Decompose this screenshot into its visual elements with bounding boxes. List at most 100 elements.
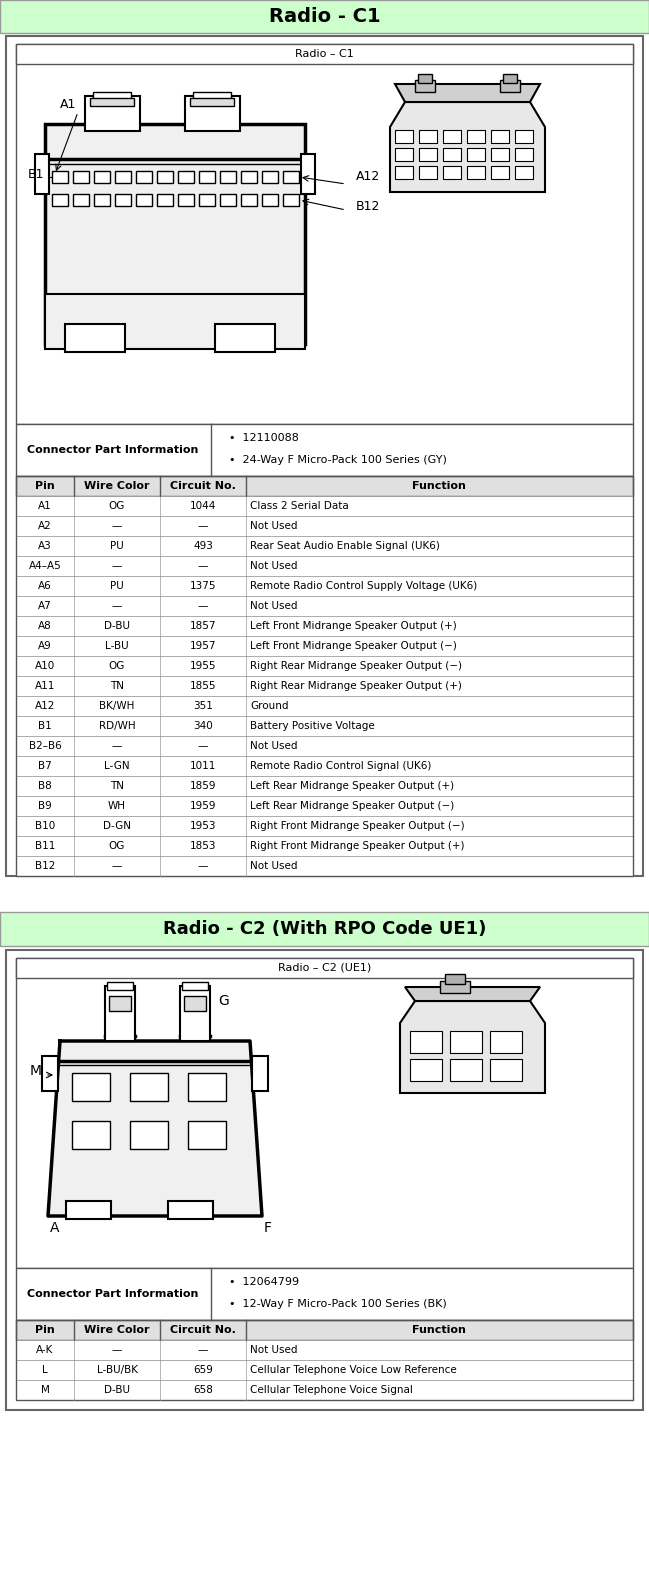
Text: A11: A11 — [35, 681, 55, 691]
Bar — [16, 737, 633, 756]
Bar — [16, 776, 633, 795]
Bar — [6, 36, 643, 876]
Text: OG: OG — [109, 661, 125, 670]
Text: D-BU: D-BU — [104, 1385, 130, 1394]
Text: —: — — [112, 561, 122, 571]
Bar — [16, 958, 633, 979]
Text: •  12110088: • 12110088 — [229, 433, 299, 443]
Text: 1375: 1375 — [190, 580, 216, 591]
Text: Radio – C1: Radio – C1 — [295, 49, 354, 58]
Text: Not Used: Not Used — [250, 522, 297, 531]
Text: Left Rear Midrange Speaker Output (−): Left Rear Midrange Speaker Output (−) — [250, 802, 454, 811]
Bar — [491, 149, 509, 161]
Text: Left Front Midrange Speaker Output (+): Left Front Midrange Speaker Output (+) — [250, 621, 457, 631]
Bar — [419, 166, 437, 179]
Text: L-GN: L-GN — [104, 760, 130, 772]
Bar — [190, 98, 234, 106]
Bar — [418, 74, 432, 82]
Text: A3: A3 — [38, 541, 52, 552]
Text: A8: A8 — [38, 621, 52, 631]
Bar — [193, 92, 231, 103]
Bar — [168, 1202, 213, 1219]
Text: Cellular Telephone Voice Signal: Cellular Telephone Voice Signal — [250, 1385, 413, 1394]
Bar — [16, 1341, 633, 1360]
Polygon shape — [48, 1040, 262, 1216]
Bar — [283, 194, 299, 206]
Text: OG: OG — [109, 841, 125, 851]
Bar — [16, 716, 633, 737]
Bar — [16, 636, 633, 656]
Text: M: M — [30, 1064, 42, 1078]
Bar — [6, 950, 643, 1410]
Text: B10: B10 — [35, 821, 55, 832]
Text: B12: B12 — [35, 862, 55, 871]
Bar — [490, 1031, 522, 1053]
Bar — [16, 476, 633, 876]
Bar — [16, 596, 633, 617]
Bar — [16, 836, 633, 855]
Text: A2: A2 — [38, 522, 52, 531]
Text: L-BU: L-BU — [105, 640, 129, 651]
Bar — [395, 130, 413, 142]
Text: Radio – C2 (UE1): Radio – C2 (UE1) — [278, 963, 371, 972]
Bar — [16, 656, 633, 677]
Bar — [410, 1059, 442, 1081]
Bar — [490, 1059, 522, 1081]
Bar — [73, 171, 89, 183]
Text: —: — — [198, 1345, 208, 1355]
Bar — [16, 575, 633, 596]
Text: 1955: 1955 — [190, 661, 216, 670]
Text: Wire Color: Wire Color — [84, 1325, 150, 1334]
Bar — [35, 153, 49, 194]
Bar — [182, 982, 208, 990]
Bar — [491, 166, 509, 179]
Text: •  12064799: • 12064799 — [229, 1277, 299, 1287]
Bar — [419, 149, 437, 161]
Bar — [93, 92, 131, 103]
Text: A7: A7 — [38, 601, 52, 610]
Bar — [16, 496, 633, 515]
Bar — [72, 1121, 110, 1149]
Text: Radio - C1: Radio - C1 — [269, 6, 380, 25]
Bar — [215, 324, 275, 353]
Bar — [241, 171, 257, 183]
Text: Right Front Midrange Speaker Output (−): Right Front Midrange Speaker Output (−) — [250, 821, 465, 832]
Text: BK/WH: BK/WH — [99, 700, 135, 711]
Text: OG: OG — [109, 501, 125, 511]
Bar — [443, 130, 461, 142]
Text: —: — — [112, 522, 122, 531]
Bar — [16, 536, 633, 557]
Text: Connector Part Information: Connector Part Information — [27, 444, 199, 455]
Bar — [16, 855, 633, 876]
Bar — [16, 795, 633, 816]
Bar — [283, 171, 299, 183]
Bar — [220, 171, 236, 183]
Bar — [185, 96, 240, 131]
Bar — [16, 44, 633, 63]
Text: RD/WH: RD/WH — [99, 721, 135, 730]
Bar — [440, 980, 470, 993]
Bar — [157, 171, 173, 183]
Text: Not Used: Not Used — [250, 862, 297, 871]
Bar — [410, 1031, 442, 1053]
Text: —: — — [198, 741, 208, 751]
Text: Circuit No.: Circuit No. — [170, 481, 236, 492]
Bar — [395, 149, 413, 161]
Bar — [16, 958, 633, 1268]
Bar — [467, 149, 485, 161]
Bar — [450, 1059, 482, 1081]
Text: A1: A1 — [60, 98, 77, 111]
Text: B8: B8 — [38, 781, 52, 790]
Bar — [16, 1320, 633, 1401]
Bar — [16, 816, 633, 836]
Text: 340: 340 — [193, 721, 213, 730]
Bar — [109, 996, 131, 1010]
Text: •  24-Way F Micro-Pack 100 Series (GY): • 24-Way F Micro-Pack 100 Series (GY) — [229, 455, 447, 465]
Text: 658: 658 — [193, 1385, 213, 1394]
Text: Remote Radio Control Supply Voltage (UK6): Remote Radio Control Supply Voltage (UK6… — [250, 580, 477, 591]
Bar — [188, 1073, 226, 1100]
Text: —: — — [198, 561, 208, 571]
Bar — [94, 194, 110, 206]
Text: B12: B12 — [356, 201, 380, 213]
Text: —: — — [198, 522, 208, 531]
